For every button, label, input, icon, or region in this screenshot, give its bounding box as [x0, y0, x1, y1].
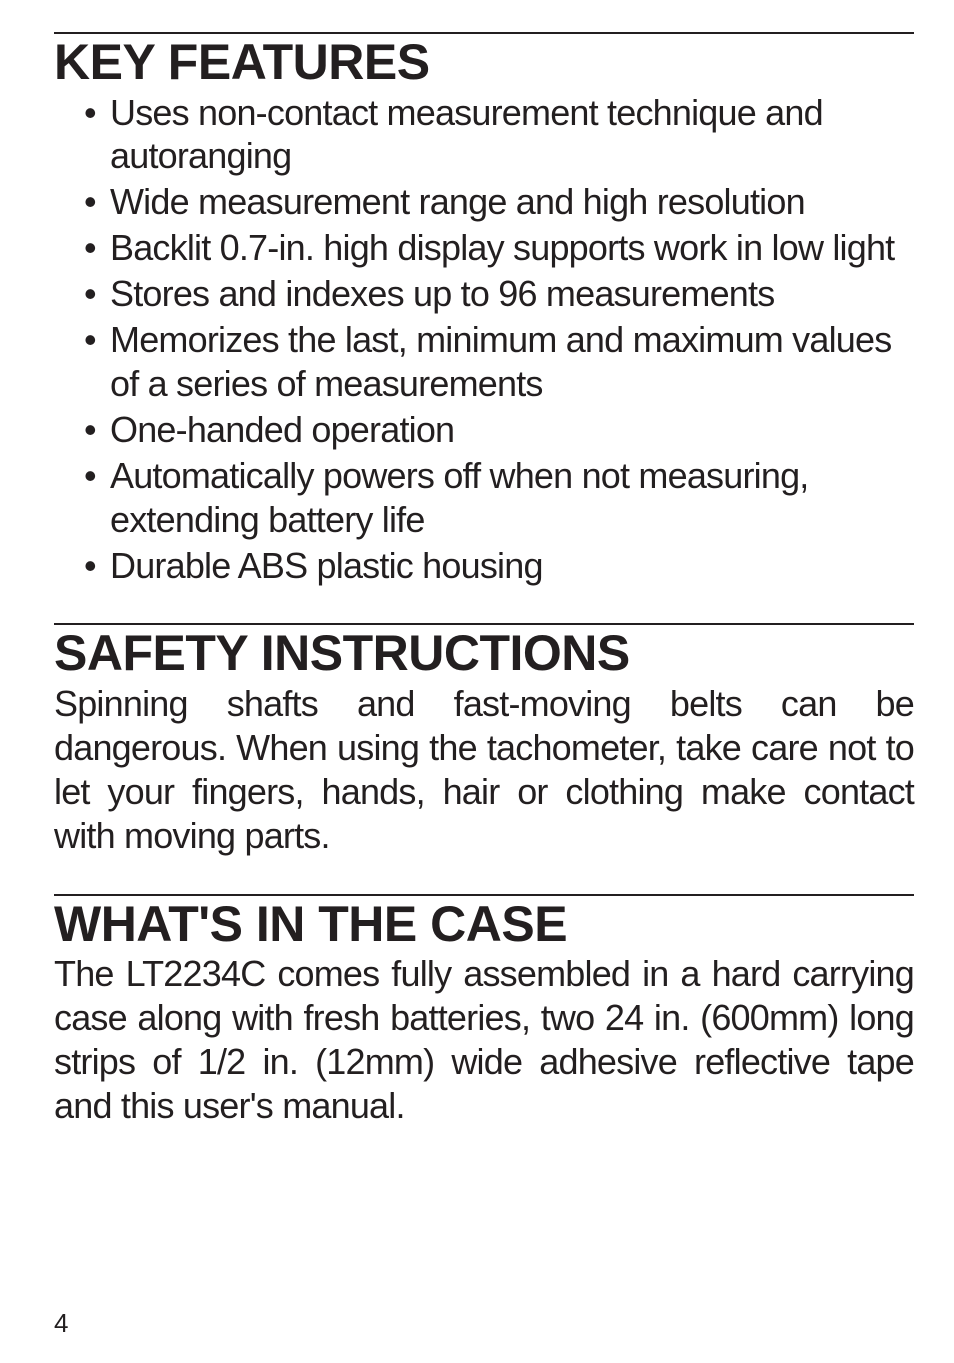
- safety-heading: SAFETY INSTRUCTIONS: [54, 627, 914, 680]
- case-body: The LT2234C comes fully assembled in a h…: [54, 952, 914, 1128]
- list-item: Durable ABS plastic housing: [110, 544, 914, 588]
- page-number: 4: [54, 1308, 68, 1339]
- key-features-list: Uses non-contact measurement technique a…: [54, 91, 914, 588]
- key-features-heading: KEY FEATURES: [54, 36, 914, 89]
- list-item: Automatically powers off when not measur…: [110, 454, 914, 542]
- case-section: WHAT'S IN THE CASE The LT2234C comes ful…: [54, 894, 914, 1128]
- safety-section: SAFETY INSTRUCTIONS Spinning shafts and …: [54, 623, 914, 857]
- case-heading: WHAT'S IN THE CASE: [54, 898, 914, 951]
- list-item: Wide measurement range and high resoluti…: [110, 180, 914, 224]
- list-item: Backlit 0.7-in. high display supports wo…: [110, 226, 914, 270]
- list-item: Memorizes the last, minimum and maximum …: [110, 318, 914, 406]
- list-item: Stores and indexes up to 96 measurements: [110, 272, 914, 316]
- list-item: One-handed operation: [110, 408, 914, 452]
- safety-body: Spinning shafts and fast-moving belts ca…: [54, 682, 914, 858]
- key-features-section: KEY FEATURES Uses non-contact measuremen…: [54, 32, 914, 587]
- list-item: Uses non-contact measurement technique a…: [110, 91, 914, 179]
